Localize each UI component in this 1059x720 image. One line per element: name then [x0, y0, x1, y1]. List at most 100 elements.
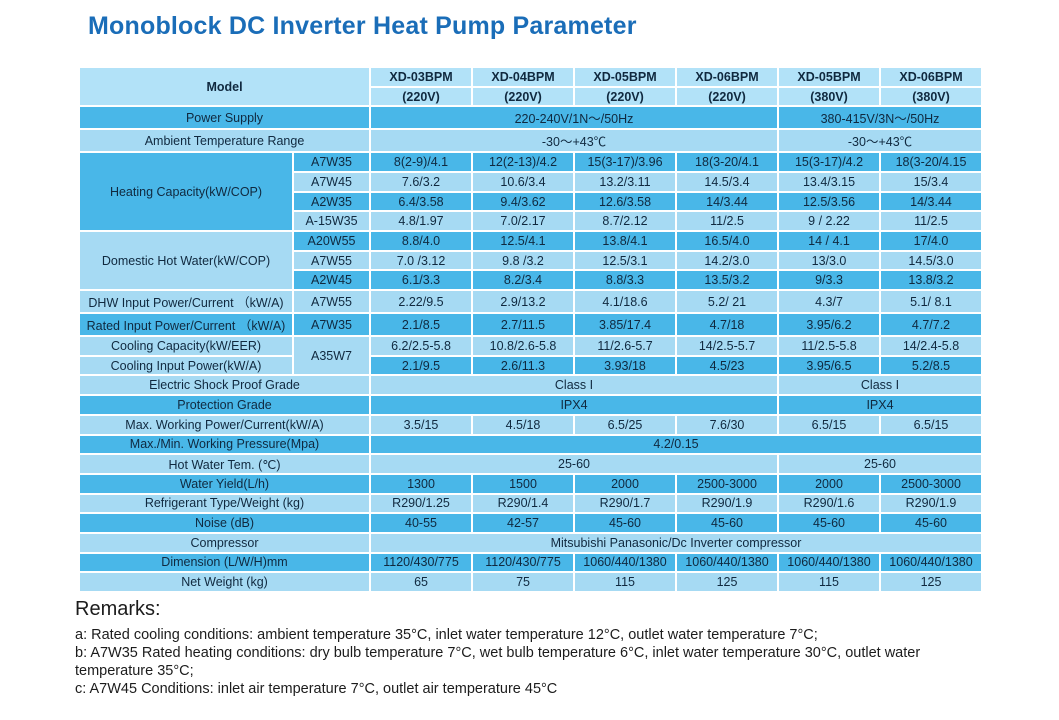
heating-value: 15/3.4 [879, 171, 984, 193]
spec-table-container: Model XD-03BPM XD-04BPM XD-05BPM XD-06BPM XD-… [77, 65, 984, 593]
table-row: Rated Input Power/Current （kW/A) A7W35 2.1… [78, 312, 984, 338]
model-voltage-cell: (220V) [573, 85, 678, 108]
net-weight-value: 115 [573, 571, 678, 593]
dhw-value: 14 / 4.1 [777, 230, 882, 252]
noise-value: 45-60 [879, 512, 984, 534]
dhw-value: 13.8/4.1 [573, 230, 678, 252]
heating-value: 12.6/3.58 [573, 190, 678, 213]
dimension-value: 1120/430/775 [369, 551, 474, 574]
ambient-range-value: -30～+43℃ [777, 128, 984, 154]
table-row: Model XD-03BPM XD-04BPM XD-05BPM XD-06BPM XD-… [77, 65, 984, 108]
condition-cell: A7W35 [291, 312, 372, 338]
table-row: A7W55 7.0 /3.12 9.8 /3.2 12.5/3.1 14.2/3.0 13… [79, 249, 984, 272]
power-supply-value: 220-240V/1N～/50Hz [369, 105, 780, 131]
heating-value: 8.7/2.12 [573, 210, 678, 233]
max-working-value: 6.5/25 [573, 413, 678, 436]
dhw-value: 13.8/3.2 [879, 269, 984, 292]
model-voltage-cell: (220V) [369, 85, 474, 108]
model-voltage-cell: (220V) [675, 85, 780, 108]
net-weight-value: 75 [471, 571, 576, 593]
condition-cell: A-15W35 [291, 210, 372, 233]
condition-cell: A2W35 [291, 190, 372, 213]
rated-input-value: 4.7/18 [675, 312, 780, 338]
dhw-value: 6.1/3.3 [369, 269, 474, 292]
dimension-value: 1060/440/1380 [573, 551, 678, 574]
table-row: Max. Working Power/Current(kW/A) 3.5/15 4.… [77, 413, 984, 436]
spec-table-body: Model XD-03BPM XD-04BPM XD-05BPM XD-06BPM XD-… [77, 65, 984, 593]
dhw-input-value: 4.1/18.6 [573, 289, 678, 315]
dhw-value: 9.8 /3.2 [471, 249, 576, 272]
working-pressure-value: 4.2/0.15 [369, 433, 984, 456]
remark-line-c: c: A7W45 Conditions: inlet air temperatu… [75, 681, 558, 697]
net-weight-value: 65 [369, 571, 474, 593]
protection-grade-value: IPX4 [777, 394, 984, 416]
heating-value: 18(3-20/4.1 [675, 151, 780, 173]
model-name-cell: XD-05BPM [573, 66, 678, 88]
table-row: DHW Input Power/Current （kW/A) A7W55 2.22/… [78, 289, 984, 315]
dhw-value: 8.8/3.3 [573, 269, 678, 292]
noise-value: 40-55 [369, 512, 474, 534]
dhw-input-value: 5.1/ 8.1 [879, 289, 984, 315]
dhw-value: 8.2/3.4 [471, 269, 576, 292]
cooling-input-value: 3.93/18 [573, 354, 678, 377]
cooling-input-value: 4.5/23 [675, 354, 780, 377]
water-yield-value: 2500-3000 [879, 472, 984, 495]
model-voltage-cell: (220V) [471, 85, 576, 108]
cooling-capacity-value: 14/2.4-5.8 [879, 335, 984, 357]
net-weight-label: Net Weight (kg) [77, 571, 372, 593]
hot-water-tem-label: Hot Water Tem. (℃) [77, 453, 372, 475]
table-row: Compressor Mitsubishi Panasonic/Dc Invert… [77, 531, 984, 554]
heating-value: 12(2-13)/4.2 [471, 151, 576, 173]
dhw-input-value: 2.9/13.2 [471, 289, 576, 315]
model-voltage-cell: (380V) [777, 85, 882, 108]
dhw-value: 16.5/4.0 [675, 230, 780, 252]
cooling-capacity-value: 11/2.5-5.8 [777, 335, 882, 357]
dimension-value: 1060/440/1380 [879, 551, 984, 574]
refrigerant-value: R290/1.9 [879, 492, 984, 515]
cooling-capacity-value: 11/2.6-5.7 [573, 335, 678, 357]
dimension-value: 1120/430/775 [471, 551, 576, 574]
condition-cell: A35W7 [291, 335, 372, 377]
model-name-cell: XD-06BPM [675, 66, 780, 88]
table-row: A2W45 6.1/3.3 8.2/3.4 8.8/3.3 13.5/3.2 9/3.3 1… [79, 269, 984, 292]
heating-value: 7.0/2.17 [471, 210, 576, 233]
domestic-hot-water-label: Domestic Hot Water(kW/COP) [78, 230, 294, 292]
hot-water-tem-value: 25-60 [777, 453, 984, 475]
cooling-capacity-value: 6.2/2.5-5.8 [369, 335, 474, 357]
table-row: Domestic Hot Water(kW/COP) A20W55 8.8/4.0 1… [78, 230, 984, 292]
table-row: Water Yield(L/h) 1300 1500 2000 2500-3000 200… [77, 472, 984, 495]
water-yield-value: 2500-3000 [675, 472, 780, 495]
cooling-input-value: 2.6/11.3 [471, 354, 576, 377]
compressor-label: Compressor [77, 531, 372, 554]
heating-value: 4.8/1.97 [369, 210, 474, 233]
cooling-input-label: Cooling Input Power(kW/A) [78, 354, 294, 377]
table-row: Net Weight (kg) 65 75 115 125 115 125 [77, 571, 984, 593]
protection-grade-label: Protection Grade [77, 394, 372, 416]
table-row: A-15W35 4.8/1.97 7.0/2.17 8.7/2.12 11/2.5 9 /… [79, 210, 984, 233]
dhw-value: 7.0 /3.12 [369, 249, 474, 272]
dhw-value: 14.5/3.0 [879, 249, 984, 272]
hot-water-tem-value: 25-60 [369, 453, 780, 475]
remark-line-b: b: A7W35 Rated heating conditions: dry b… [75, 645, 921, 679]
net-weight-value: 125 [879, 571, 984, 593]
power-supply-value: 380-415V/3N～/50Hz [777, 105, 984, 131]
heating-value: 13.2/3.11 [573, 171, 678, 193]
heating-value: 10.6/3.4 [471, 171, 576, 193]
power-supply-label: Power Supply [77, 105, 372, 131]
model-name-cell: XD-03BPM [369, 66, 474, 88]
max-working-value: 6.5/15 [777, 413, 882, 436]
cooling-input-value: 5.2/8.5 [879, 354, 984, 377]
heating-value: 14/3.44 [879, 190, 984, 213]
remark-line-a: a: Rated cooling conditions: ambient tem… [75, 627, 818, 643]
spec-table: Model XD-03BPM XD-04BPM XD-05BPM XD-06BPM XD-… [77, 65, 984, 593]
table-row: Electric Shock Proof Grade Class I Class I [77, 374, 984, 397]
rated-input-value: 2.1/8.5 [369, 312, 474, 338]
table-row: Cooling Input Power(kW/A) 2.1/9.5 2.6/11.3… [78, 354, 984, 377]
ambient-range-value: -30～+43℃ [369, 128, 780, 154]
water-yield-value: 2000 [777, 472, 882, 495]
electric-shock-value: Class I [369, 374, 780, 397]
page-title: Monoblock DC Inverter Heat Pump Paramete… [88, 12, 637, 40]
remarks-title: Remarks: [75, 598, 161, 620]
table-row: Cooling Capacity(kW/EER) A35W7 6.2/2.5-5.8… [78, 335, 984, 377]
table-row: Dimension (L/W/H)mm 1120/430/775 1120/430/… [77, 551, 984, 574]
